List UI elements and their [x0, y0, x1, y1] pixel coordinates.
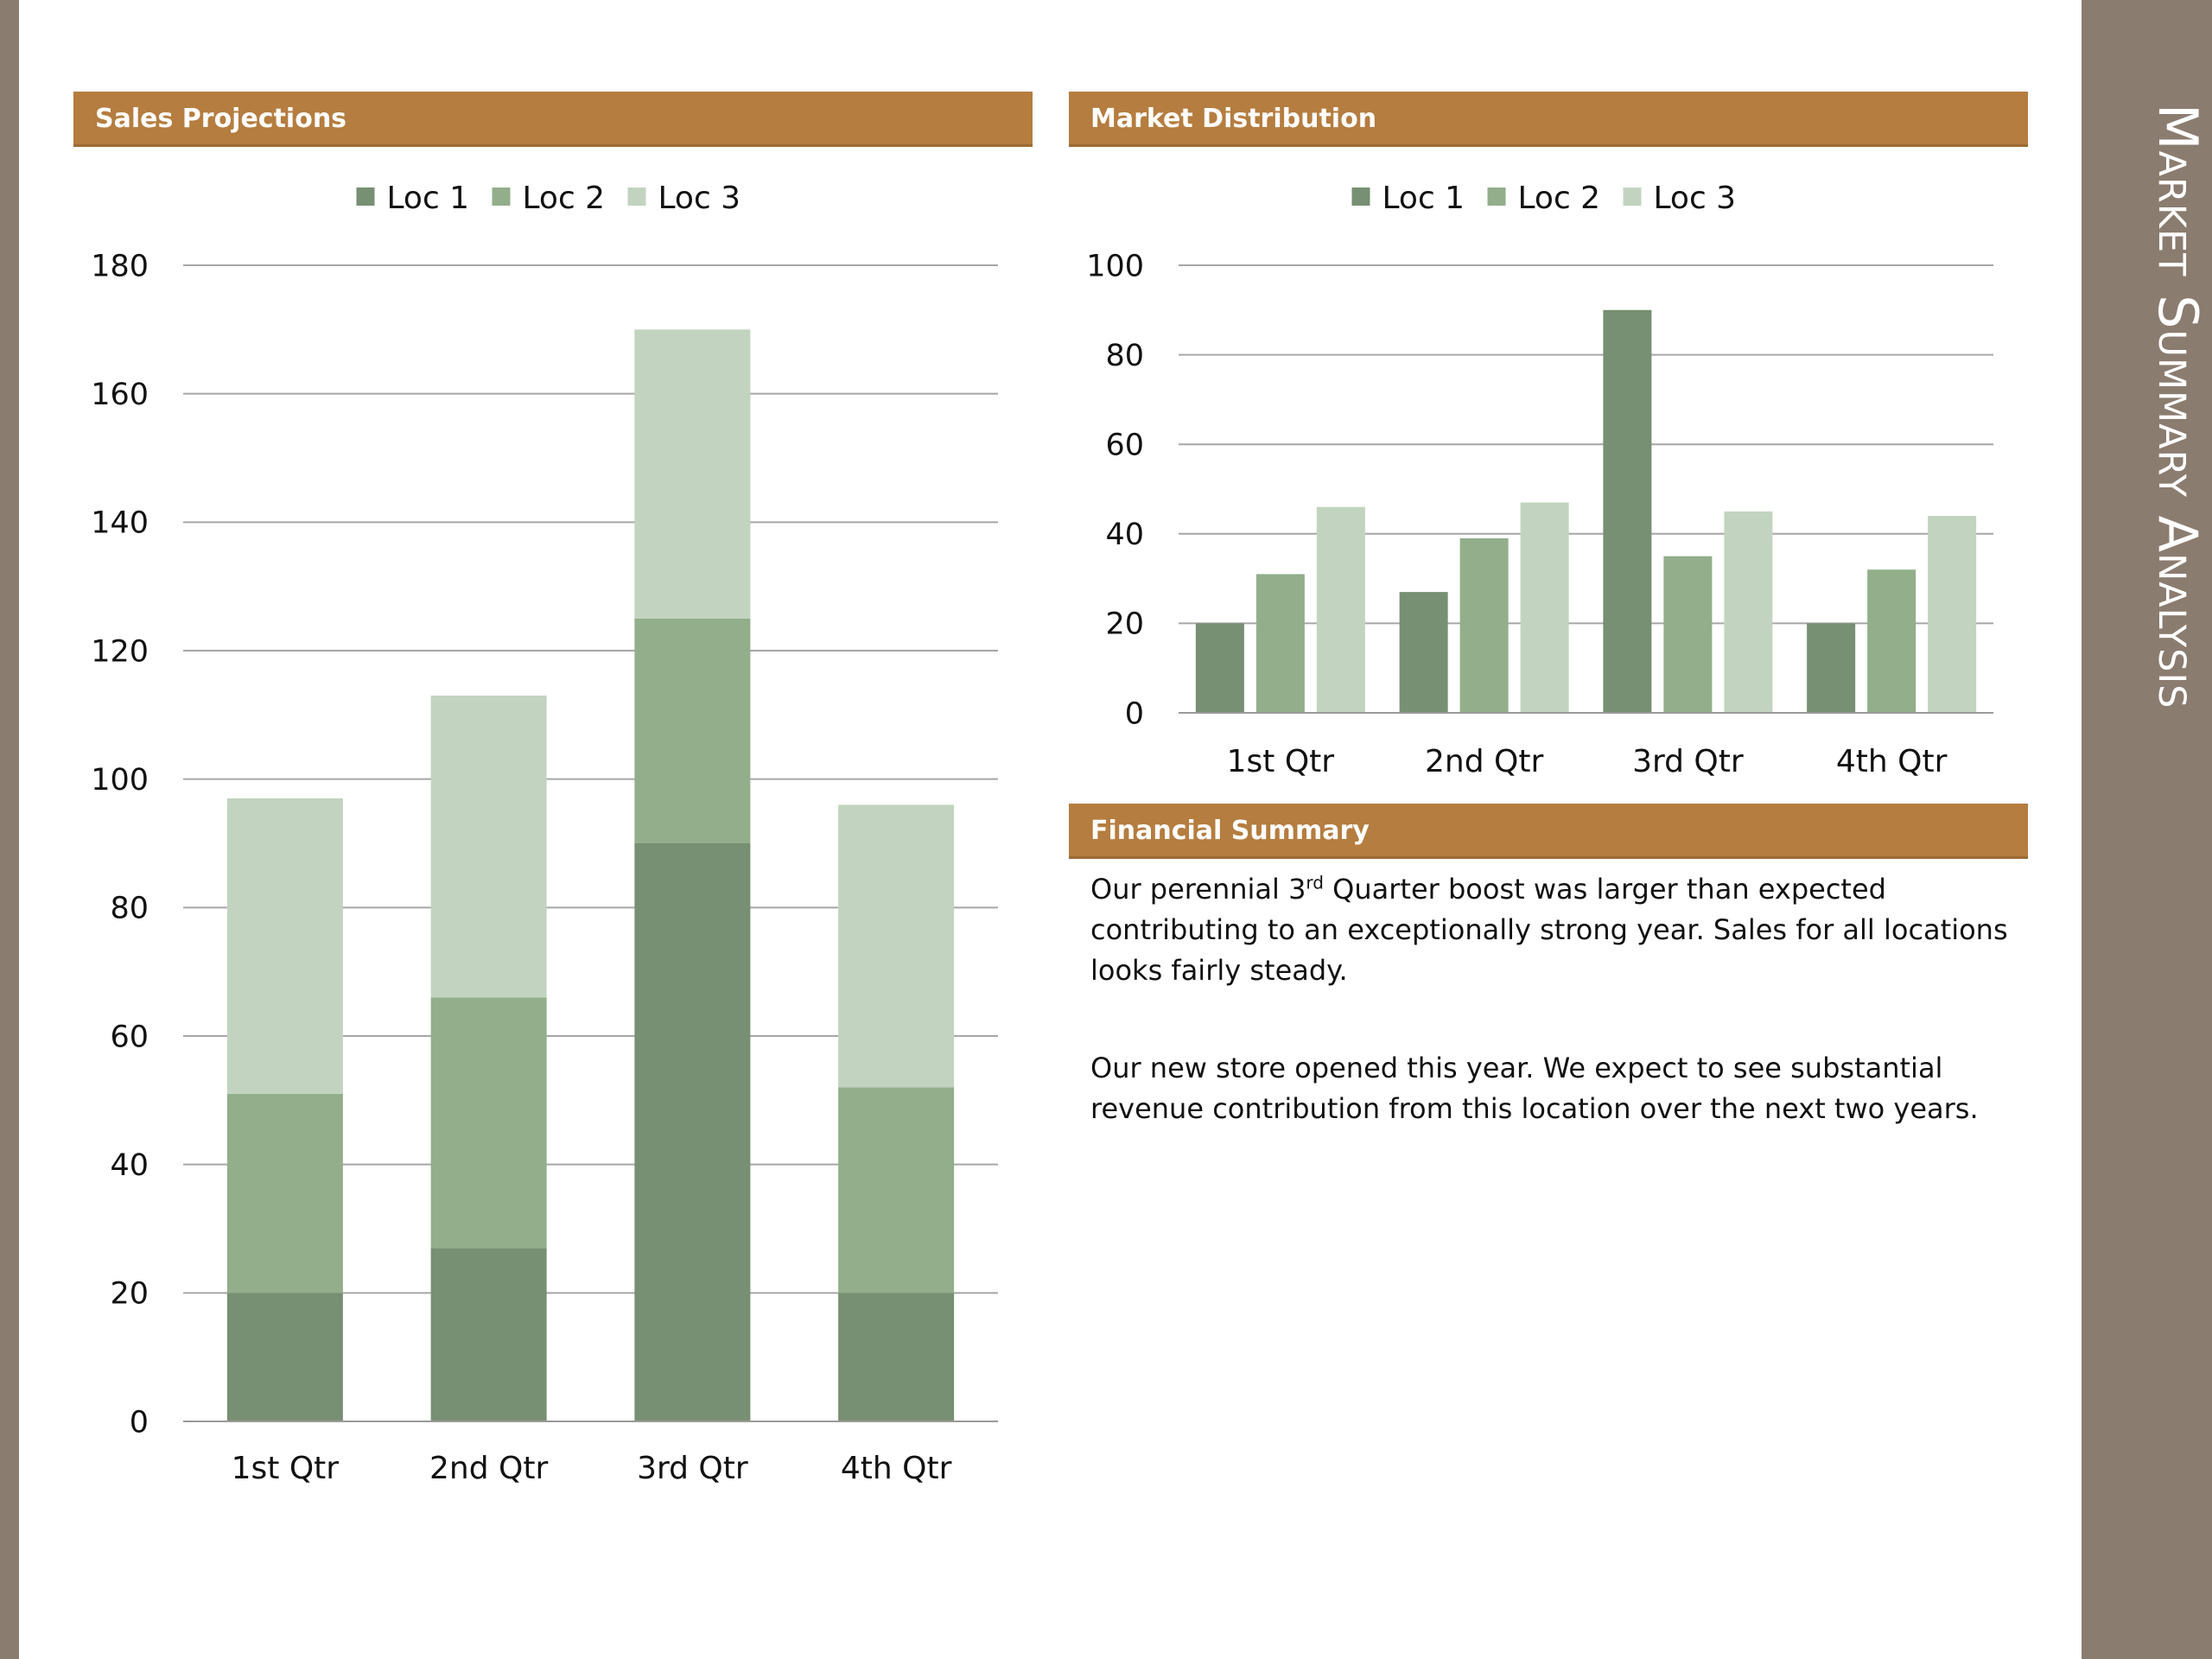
legend-swatch: [1623, 188, 1642, 206]
y-tick-label: 140: [91, 506, 149, 541]
bar-loc-1-3: [634, 843, 751, 1421]
legend-label: Loc 2: [1518, 181, 1601, 216]
section-header-sales: Sales Projections: [73, 92, 1033, 147]
y-tick-label: 80: [110, 892, 149, 926]
bar-loc-2-3: [634, 618, 751, 843]
financial-summary-text: Our perennial 3rd Quarter boost was larg…: [1090, 869, 2032, 1186]
bar-loc-1-1: [1195, 623, 1244, 713]
bar-loc-3-1: [226, 798, 343, 1094]
bar-loc-2-2: [1459, 537, 1509, 713]
summary-p1-start: Our perennial 3: [1090, 873, 1306, 906]
bar-loc-3-2: [1520, 502, 1569, 713]
bar-loc-3-1: [1316, 506, 1365, 713]
category-label: 1st Qtr: [1227, 744, 1335, 779]
legend-label: Loc 2: [523, 181, 606, 216]
bar-loc-2-4: [838, 1087, 955, 1294]
bar-loc-1-2: [430, 1248, 547, 1421]
category-label: 3rd Qtr: [637, 1451, 748, 1486]
side-band: [2082, 0, 2212, 1659]
legend-label: Loc 1: [387, 181, 470, 216]
y-tick-label: 100: [1086, 249, 1144, 283]
bar-loc-3-4: [838, 804, 955, 1088]
bar-loc-3-2: [430, 696, 547, 998]
bar-loc-2-1: [1255, 574, 1305, 713]
y-tick-label: 60: [1105, 428, 1144, 462]
bar-loc-3-3: [1724, 511, 1773, 713]
y-tick-label: 120: [91, 634, 149, 669]
y-tick-label: 180: [91, 249, 149, 283]
legend-swatch: [627, 188, 646, 206]
y-tick-label: 0: [1125, 696, 1144, 731]
section-header-market: Market Distribution: [1069, 92, 2028, 147]
category-label: 2nd Qtr: [1425, 744, 1543, 779]
bar-loc-3-3: [634, 329, 751, 619]
bar-loc-2-2: [430, 997, 547, 1249]
legend-label: Loc 1: [1382, 181, 1465, 216]
y-tick-label: 40: [110, 1148, 149, 1183]
legend-swatch: [492, 188, 511, 206]
section-header-financial: Financial Summary: [1069, 804, 2028, 859]
y-tick-label: 0: [130, 1405, 149, 1440]
legend-label: Loc 3: [658, 181, 741, 216]
y-tick-label: 80: [1105, 339, 1144, 373]
legend-label: Loc 3: [1654, 181, 1737, 216]
category-label: 1st Qtr: [232, 1451, 340, 1486]
bar-loc-3-4: [1928, 516, 1977, 713]
category-label: 3rd Qtr: [1632, 744, 1744, 779]
y-tick-label: 40: [1105, 518, 1144, 552]
bar-loc-2-4: [1867, 569, 1916, 713]
bar-loc-2-1: [226, 1093, 343, 1294]
category-label: 2nd Qtr: [429, 1451, 548, 1486]
bar-loc-2-3: [1663, 556, 1713, 713]
bar-loc-1-3: [1603, 309, 1652, 713]
y-tick-label: 160: [91, 378, 149, 412]
legend-swatch: [1487, 188, 1506, 206]
y-tick-label: 20: [110, 1277, 149, 1312]
bar-loc-1-4: [1807, 623, 1856, 713]
category-label: 4th Qtr: [1836, 744, 1948, 779]
summary-paragraph-2: Our new store opened this year. We expec…: [1090, 1052, 1979, 1125]
bar-loc-1-4: [838, 1293, 955, 1421]
bar-loc-1-1: [226, 1293, 343, 1421]
left-border: [0, 0, 19, 1659]
summary-paragraph-1: Our perennial 3rd Quarter boost was larg…: [1090, 869, 2032, 991]
summary-p1-end: Quarter boost was larger than expected c…: [1090, 873, 2008, 987]
legend-swatch: [1351, 188, 1370, 206]
y-tick-label: 100: [91, 763, 149, 798]
legend-swatch: [356, 188, 375, 206]
bar-loc-1-2: [1399, 592, 1448, 713]
category-label: 4th Qtr: [841, 1451, 952, 1486]
market-distribution-chart: 0 20 40 60 80 100 1st Qtr 2nd Qtr 3rd Qtr 4th Qtr…: [1086, 181, 1993, 779]
summary-p1-superscript: rd: [1306, 872, 1324, 893]
y-tick-label: 20: [1105, 607, 1144, 642]
y-tick-label: 60: [110, 1020, 149, 1054]
side-title: Market Summary Analysis: [2146, 104, 2209, 709]
sales-projections-chart: 0 20 40 60 80 100 120 140 160 180 1st Qtr 2nd Qtr 3r…: [91, 181, 998, 1486]
